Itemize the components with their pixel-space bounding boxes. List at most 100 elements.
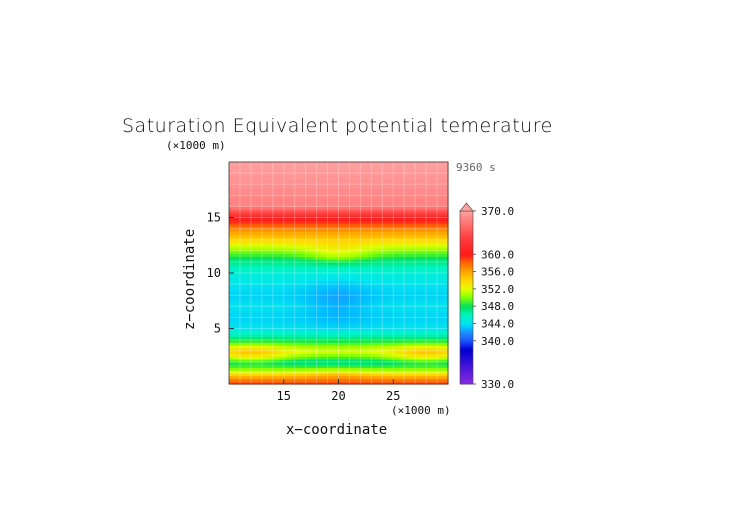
heatmap-cell xyxy=(331,242,336,246)
heatmap-cell xyxy=(356,359,361,363)
heatmap-cell xyxy=(254,239,259,244)
heatmap-cell xyxy=(444,336,449,341)
heatmap-cell xyxy=(287,353,292,357)
heatmap-cell xyxy=(393,217,398,221)
heatmap-cell xyxy=(415,370,420,374)
heatmap-cell xyxy=(415,300,420,305)
heatmap-cell xyxy=(305,192,310,196)
heatmap-cell xyxy=(349,170,354,174)
heatmap-cell xyxy=(375,320,380,324)
colorbar-segment xyxy=(460,306,473,309)
heatmap-cell xyxy=(389,359,394,363)
heatmap-cell xyxy=(236,195,241,199)
heatmap-cell xyxy=(250,356,256,360)
heatmap-cell xyxy=(276,220,281,224)
heatmap-cell xyxy=(258,214,263,219)
heatmap-cell xyxy=(433,264,438,269)
heatmap-cell xyxy=(236,225,241,230)
heatmap-cell xyxy=(367,342,372,346)
heatmap-cell xyxy=(375,300,380,305)
heatmap-cell xyxy=(229,236,234,241)
heatmap-cell xyxy=(426,367,431,371)
heatmap-cell xyxy=(232,203,237,207)
heatmap-cell xyxy=(261,220,267,224)
heatmap-cell xyxy=(239,367,245,371)
heatmap-cell xyxy=(327,295,332,299)
heatmap-cell xyxy=(305,223,310,227)
heatmap-cell xyxy=(265,211,270,216)
heatmap-cell xyxy=(437,314,442,318)
heatmap-cell xyxy=(360,370,365,374)
heatmap-cell xyxy=(389,178,394,183)
heatmap-cell xyxy=(327,334,332,338)
heatmap-cell xyxy=(444,309,449,313)
colorbar-tick-label: 344.0 xyxy=(481,317,514,330)
heatmap-cell xyxy=(302,289,307,294)
heatmap-cell xyxy=(265,198,270,202)
heatmap-cell xyxy=(280,248,285,252)
heatmap-cell xyxy=(353,289,358,294)
heatmap-cell xyxy=(342,295,347,299)
heatmap-cell xyxy=(287,328,292,332)
heatmap-cell xyxy=(254,381,259,385)
heatmap-cell xyxy=(415,264,420,269)
heatmap-cell xyxy=(360,211,365,216)
heatmap-cell xyxy=(331,195,336,199)
heatmap-cell xyxy=(356,209,361,213)
heatmap-cell xyxy=(349,239,354,244)
heatmap-cell xyxy=(239,236,245,241)
heatmap-cell xyxy=(309,175,314,180)
heatmap-cell xyxy=(364,259,369,263)
heatmap-cell xyxy=(349,228,354,232)
heatmap-cell xyxy=(305,261,310,266)
heatmap-cell xyxy=(250,253,256,257)
heatmap-cell xyxy=(371,173,376,177)
heatmap-cell xyxy=(243,173,248,177)
heatmap-cell xyxy=(338,189,343,194)
heatmap-cell xyxy=(411,198,416,202)
heatmap-cell xyxy=(415,361,420,366)
heatmap-cell xyxy=(247,336,252,341)
heatmap-cell xyxy=(269,203,274,207)
heatmap-cell xyxy=(250,225,256,230)
heatmap-cell xyxy=(345,353,351,357)
heatmap-cell xyxy=(316,275,321,280)
heatmap-cell xyxy=(302,370,307,374)
heatmap-cell xyxy=(356,317,361,321)
heatmap-cell xyxy=(265,214,270,219)
heatmap-cell xyxy=(272,214,278,219)
heatmap-cell xyxy=(349,331,354,335)
colorbar-segment xyxy=(460,377,473,381)
heatmap-cell xyxy=(269,173,274,177)
heatmap-cell xyxy=(418,306,424,310)
heatmap-cell xyxy=(378,170,383,174)
heatmap-cell xyxy=(247,297,252,302)
heatmap-cell xyxy=(367,186,372,191)
heatmap-cell xyxy=(334,186,340,191)
heatmap-cell xyxy=(309,253,314,257)
heatmap-cell xyxy=(287,381,292,385)
heatmap-cell xyxy=(364,181,369,185)
heatmap-cell xyxy=(232,364,237,368)
heatmap-cell xyxy=(269,370,274,374)
heatmap-cell xyxy=(440,203,445,207)
heatmap-cell xyxy=(349,334,354,338)
heatmap-cell xyxy=(232,211,237,216)
heatmap-cell xyxy=(287,286,292,291)
heatmap-cell xyxy=(320,336,325,341)
heatmap-cell xyxy=(353,361,358,366)
heatmap-cell xyxy=(393,353,398,357)
heatmap-cell xyxy=(302,242,307,246)
heatmap-cell xyxy=(444,361,449,366)
heatmap-cell xyxy=(280,347,285,352)
heatmap-cell xyxy=(375,311,380,316)
heatmap-cell xyxy=(440,270,445,274)
heatmap-cell xyxy=(269,278,274,282)
heatmap-cell xyxy=(258,225,263,230)
heatmap-cell xyxy=(323,331,329,335)
heatmap-cell xyxy=(287,211,292,216)
heatmap-cell xyxy=(316,303,321,307)
heatmap-cell xyxy=(232,162,237,166)
heatmap-cell xyxy=(280,297,285,302)
heatmap-cell xyxy=(429,378,434,382)
